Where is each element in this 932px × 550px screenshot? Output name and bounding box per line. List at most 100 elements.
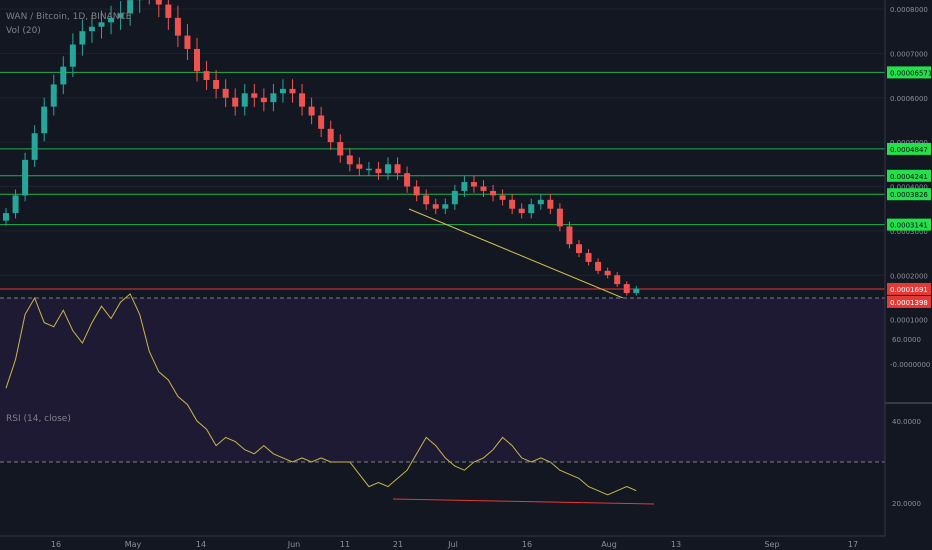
candle-body	[279, 88, 286, 94]
candle-body	[289, 88, 296, 94]
candle-body	[241, 93, 248, 107]
rsi-line	[5, 293, 637, 496]
level-badge	[887, 142, 931, 155]
candle-body	[22, 159, 29, 196]
level-badge	[887, 66, 931, 79]
candle-body	[318, 115, 325, 129]
candle-body	[98, 22, 105, 27]
candle-body	[537, 199, 544, 205]
candle-body	[547, 199, 554, 209]
level-badge-label: 0.0004847	[890, 146, 928, 154]
candle-body	[604, 270, 611, 276]
date-tick-label: Sep	[764, 540, 779, 549]
candle-body	[633, 288, 640, 293]
candle-body	[595, 261, 602, 271]
candle-body	[88, 26, 95, 32]
candle-body	[375, 168, 382, 174]
level-badge	[887, 218, 931, 231]
candle-body	[299, 93, 306, 107]
level-badge	[887, 282, 931, 295]
candle-body	[127, 0, 134, 14]
level-badge	[887, 295, 931, 308]
candle-body	[614, 275, 621, 285]
rsi-legend: RSI (14, close)	[6, 414, 71, 424]
candle-body	[413, 186, 420, 196]
symbol-legend: WAN / Bitcoin, 1D, BINANCE	[6, 12, 132, 22]
candle-body	[50, 84, 57, 107]
candle-body	[232, 97, 239, 107]
rsi-tick-label: 20.0000	[892, 500, 921, 508]
level-badge-label: 0.00006571	[890, 69, 932, 77]
candle-body	[432, 204, 439, 209]
candle-body	[79, 31, 86, 45]
price-level-badges: 0.000065710.00048470.00042410.00038260.0…	[887, 66, 932, 308]
level-badge	[887, 169, 931, 182]
candle-body	[509, 199, 516, 209]
price-tick-label: 0.0004000	[890, 184, 928, 192]
candle-body	[337, 142, 344, 156]
candle-body	[222, 88, 229, 98]
candle-body	[490, 190, 497, 196]
candle-body	[585, 253, 592, 262]
candle-body	[480, 186, 487, 191]
date-tick-label: 13	[671, 540, 681, 549]
date-tick-label: Jun	[287, 540, 301, 549]
candles	[3, 0, 640, 296]
price-tick-label: 0.0006000	[890, 95, 928, 103]
price-trendline[interactable]	[408, 208, 660, 314]
candle-body	[499, 195, 506, 200]
candle-body	[623, 284, 630, 293]
candle-body	[442, 204, 449, 209]
candle-body	[165, 4, 172, 18]
candle-body	[576, 244, 582, 254]
candle-body	[184, 35, 191, 49]
date-tick-label: 11	[340, 540, 350, 549]
candle-body	[60, 66, 67, 85]
date-axis[interactable]: 16 May 14 Jun 11 21 Jul 16 Aug 13 Sep 17	[51, 540, 858, 549]
candle-body	[518, 208, 525, 214]
candle-body	[270, 93, 277, 103]
candle-body	[423, 195, 430, 205]
date-tick-label: Aug	[601, 540, 617, 549]
candle-body	[3, 213, 9, 221]
candle-body	[461, 182, 468, 191]
price-tick-label: 0.0002000	[890, 272, 928, 280]
date-tick-label: 21	[393, 540, 403, 549]
candle-body	[556, 208, 563, 227]
rsi-tick-label: 40.0000	[892, 418, 921, 426]
date-tick-label: May	[125, 540, 142, 549]
candle-body	[194, 48, 200, 72]
candle-body	[308, 106, 315, 116]
candle-body	[69, 44, 76, 67]
candle-body	[394, 164, 401, 174]
candle-body	[108, 17, 115, 23]
level-badge-label: 0.0001398	[890, 299, 928, 307]
level-badge-label: 0.0003826	[890, 191, 928, 199]
volume-legend: Vol (20)	[6, 26, 41, 36]
price-axis[interactable]: 0.00080000.00070000.00060000.00050000.00…	[890, 6, 930, 369]
date-tick-label: 14	[196, 540, 206, 549]
candle-body	[213, 80, 220, 89]
level-badge	[887, 188, 931, 201]
price-tick-label: 0.0008000	[890, 6, 928, 14]
price-tick-label: 0.0003000	[890, 228, 928, 236]
rsi-axis[interactable]: 60.0000 40.0000 20.0000	[892, 336, 921, 508]
candle-body	[174, 17, 181, 36]
date-tick-label: Jul	[447, 540, 458, 549]
price-tick-label: 0.0007000	[890, 50, 928, 58]
level-badge-label: 0.0003141	[890, 222, 928, 230]
rsi-band	[0, 298, 885, 462]
candle-body	[327, 128, 334, 143]
candle-body	[251, 93, 258, 98]
date-tick-label: 16	[522, 540, 532, 549]
candle-body	[470, 182, 477, 187]
candle-body	[117, 13, 124, 18]
candle-body	[31, 133, 38, 160]
candle-body	[203, 71, 210, 80]
candle-body	[385, 164, 391, 174]
candle-body	[155, 0, 162, 5]
rsi-trendline[interactable]	[392, 498, 655, 505]
candle-body	[12, 195, 19, 214]
candle-body	[260, 97, 267, 103]
